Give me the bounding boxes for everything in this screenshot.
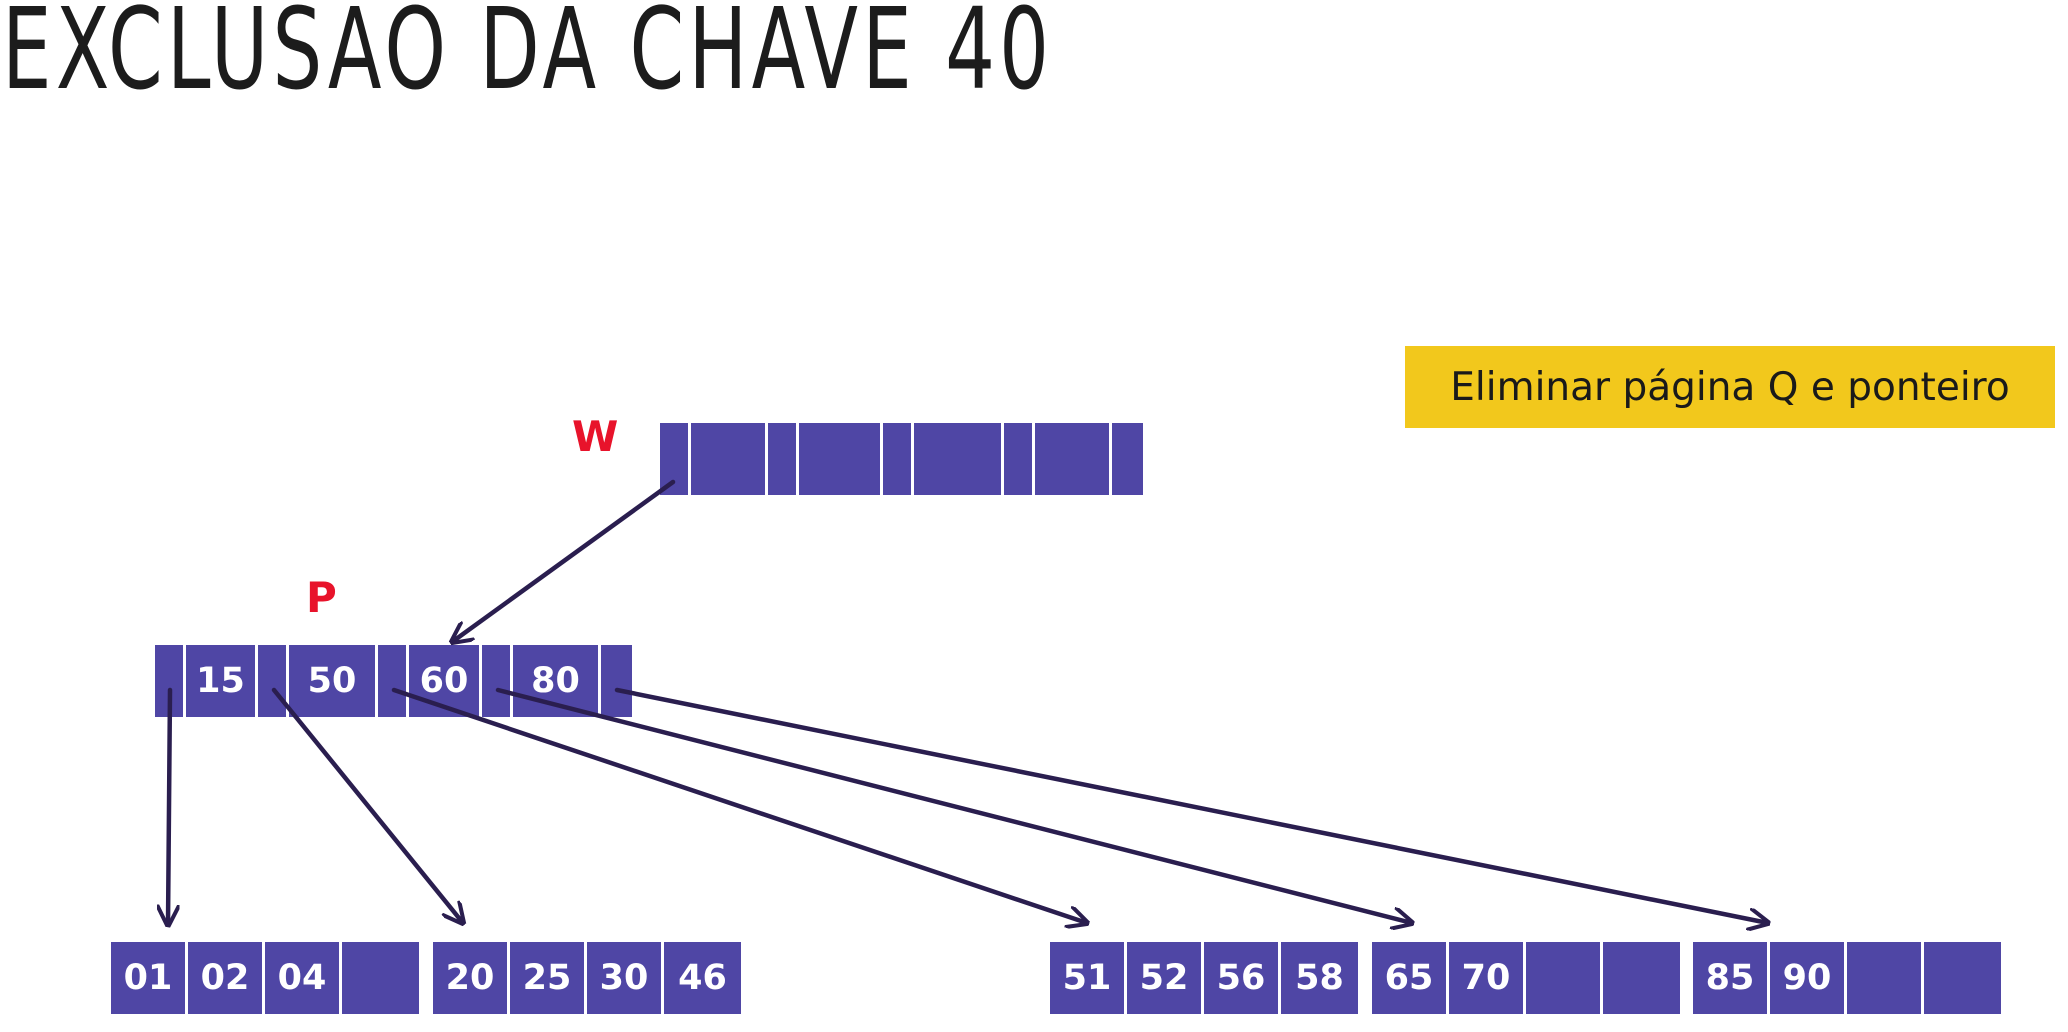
node-w-key-2 [799, 423, 883, 495]
leaf-1-key-2: 02 [188, 942, 265, 1014]
arrow-p-to-leaf-1 [168, 687, 170, 925]
leaf-3-key-4: 58 [1281, 942, 1358, 1014]
node-w-pointer-2 [883, 423, 914, 495]
leaf-2-key-4: 46 [664, 942, 741, 1014]
node-w-pointer-0 [660, 423, 691, 495]
node-p-key-15: 15 [186, 645, 258, 717]
leaf-1-key-1: 01 [111, 942, 188, 1014]
node-w [660, 423, 1143, 495]
leaf-3-key-1: 51 [1050, 942, 1127, 1014]
leaf-2-key-2: 25 [510, 942, 587, 1014]
leaf-2-key-1: 20 [433, 942, 510, 1014]
leaf-node-2: 20 25 30 46 [433, 942, 741, 1014]
node-p-key-50: 50 [289, 645, 378, 717]
arrow-p-to-leaf-2 [271, 687, 463, 923]
arrow-p-to-leaf-4 [495, 687, 1412, 923]
leaf-5-key-2: 90 [1770, 942, 1847, 1014]
node-p: 15 50 60 80 [155, 645, 632, 717]
leaf-node-4: 65 70 [1372, 942, 1680, 1014]
leaf-3-key-3: 56 [1204, 942, 1281, 1014]
leaf-node-5: 85 90 [1693, 942, 2001, 1014]
leaf-1-key-3: 04 [265, 942, 342, 1014]
node-w-pointer-3 [1004, 423, 1035, 495]
leaf-4-key-2: 70 [1449, 942, 1526, 1014]
leaf-5-key-3 [1847, 942, 1924, 1014]
node-p-pointer-4 [601, 645, 632, 717]
leaf-3-key-2: 52 [1127, 942, 1204, 1014]
leaf-5-key-1: 85 [1693, 942, 1770, 1014]
note-banner: Eliminar página Q e ponteiro [1405, 346, 2055, 428]
node-w-key-4 [1035, 423, 1112, 495]
label-w: W [572, 412, 619, 461]
leaf-4-key-1: 65 [1372, 942, 1449, 1014]
node-p-pointer-3 [482, 645, 513, 717]
leaf-node-1: 01 02 04 [111, 942, 419, 1014]
arrow-p-to-leaf-5 [614, 687, 1768, 923]
arrow-p-to-leaf-3 [391, 687, 1087, 923]
node-w-key-1 [691, 423, 768, 495]
node-w-pointer-4 [1112, 423, 1143, 495]
leaf-2-key-3: 30 [587, 942, 664, 1014]
leaf-1-key-4 [342, 942, 419, 1014]
node-w-key-3 [914, 423, 1004, 495]
node-p-key-80: 80 [513, 645, 601, 717]
node-p-pointer-2 [378, 645, 409, 717]
leaf-4-key-3 [1526, 942, 1603, 1014]
arrow-w-to-p [452, 479, 676, 642]
node-w-pointer-1 [768, 423, 799, 495]
leaf-4-key-4 [1603, 942, 1680, 1014]
page-title: EXCLUSÃO DA CHAVE 40 [2, 0, 1054, 115]
leaf-5-key-4 [1924, 942, 2001, 1014]
leaf-node-3: 51 52 56 58 [1050, 942, 1358, 1014]
label-p: P [306, 573, 337, 622]
